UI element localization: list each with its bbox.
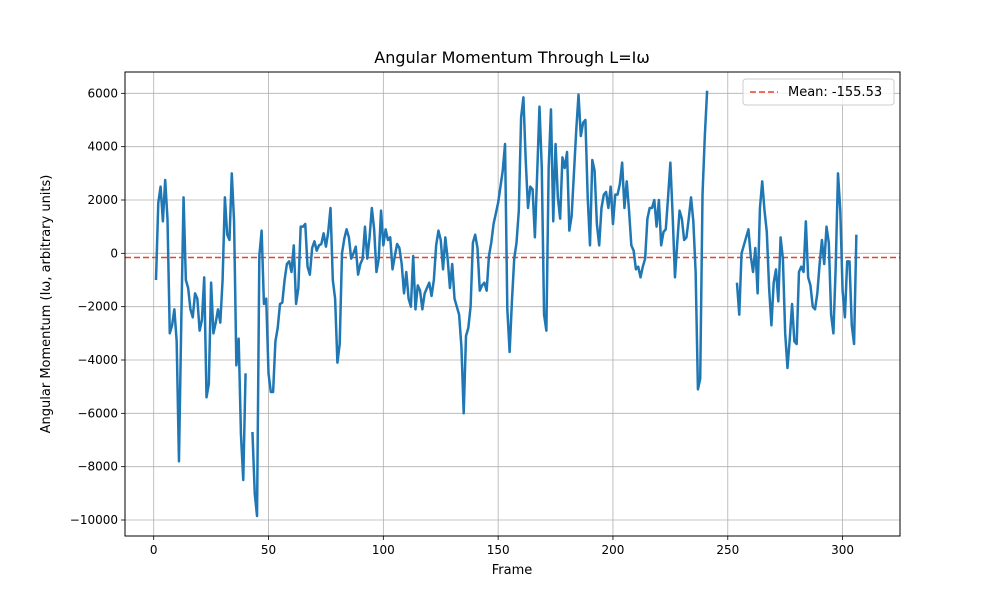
series-layer	[154, 90, 858, 518]
series-line-segment	[154, 172, 247, 482]
x-tick-label: 100	[372, 543, 395, 557]
y-tick-label: 4000	[87, 140, 118, 154]
x-tick-label: 200	[602, 543, 625, 557]
ticks-layer: 0 50 100 150 200 250 300 −10000 −8000 −6000 −4000 −…	[70, 86, 854, 557]
x-axis-label: Frame	[492, 563, 533, 578]
y-tick-label: 6000	[87, 86, 118, 100]
series-line-segment	[251, 90, 709, 518]
y-tick-label: −8000	[77, 460, 118, 474]
x-tick-label: 300	[831, 543, 854, 557]
y-tick-label: −2000	[77, 300, 118, 314]
y-tick-label: −6000	[77, 406, 118, 420]
x-tick-label: 50	[261, 543, 276, 557]
y-axis-label: Angular Momentum (Iω, arbitrary units)	[39, 175, 54, 434]
y-tick-label: −10000	[70, 513, 118, 527]
x-tick-label: 0	[150, 543, 158, 557]
legend-mean-label: Mean: -155.53	[788, 85, 882, 100]
y-tick-label: 2000	[87, 193, 118, 207]
x-tick-label: 150	[487, 543, 510, 557]
y-tick-label: 0	[110, 246, 118, 260]
series-line-segment	[735, 172, 858, 370]
y-tick-label: −4000	[77, 353, 118, 367]
legend: Mean: -155.53	[742, 78, 895, 106]
legend-box	[742, 78, 895, 106]
chart-title: Angular Momentum Through L=Iω	[374, 48, 649, 67]
x-tick-label: 250	[716, 543, 739, 557]
plot-frame	[124, 71, 901, 537]
